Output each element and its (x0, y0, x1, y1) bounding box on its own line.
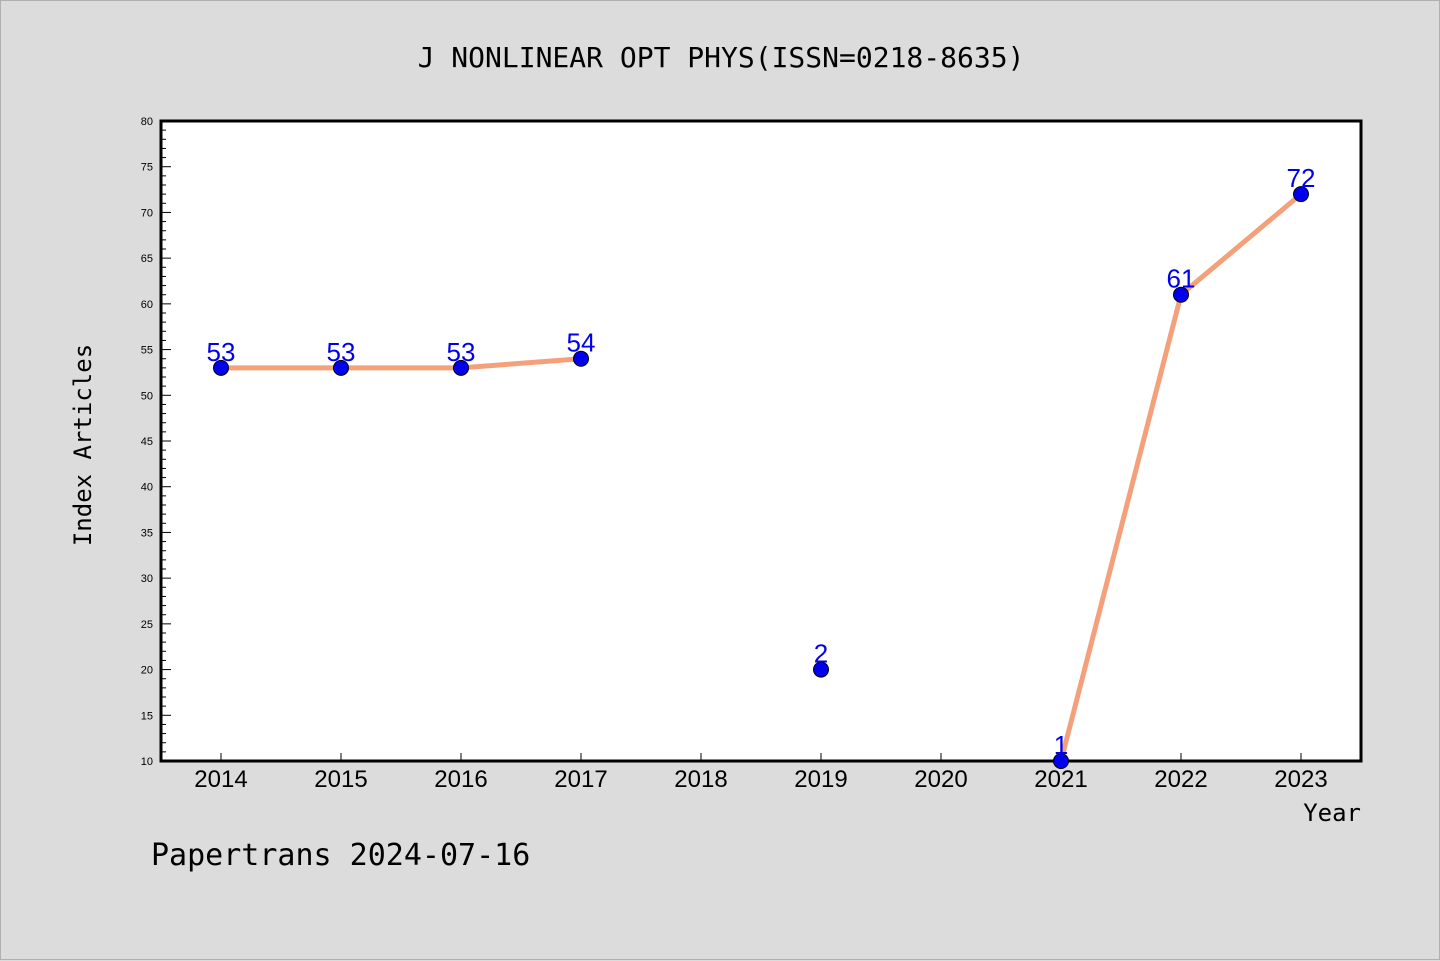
data-point-label: 1 (1054, 730, 1068, 760)
x-tick-label: 2018 (674, 766, 727, 793)
data-point-label: 53 (207, 337, 236, 367)
data-point-marker (1173, 286, 1189, 303)
data-point-label: 53 (327, 337, 356, 367)
data-point-marker (333, 359, 349, 376)
x-tick-label: 2021 (1034, 766, 1087, 793)
y-tick-label: 50 (141, 390, 153, 402)
data-point-marker (813, 661, 829, 678)
chart-title: J NONLINEAR OPT PHYS(ISSN=0218-8635) (418, 41, 1025, 74)
data-labels: 53 53 53 54 2 1 61 72 (207, 163, 1316, 760)
x-axis-label: Year (1303, 799, 1361, 827)
y-axis-ticks: 10 15 20 25 30 35 40 45 50 55 60 65 70 75 80 (141, 116, 171, 768)
footer-caption: Papertrans 2024-07-16 (151, 838, 530, 873)
y-tick-label: 75 (141, 162, 153, 174)
data-point-label: 54 (567, 328, 596, 358)
x-axis-ticks: 2014 2015 2016 2017 2018 2019 2020 2021 2022 2023 (194, 753, 1328, 793)
data-point-marker (1293, 186, 1309, 203)
x-tick-label: 2023 (1274, 766, 1327, 793)
x-tick-label: 2014 (194, 766, 247, 793)
y-tick-label: 80 (141, 116, 153, 128)
x-tick-label: 2016 (434, 766, 487, 793)
y-tick-label: 15 (141, 710, 153, 722)
data-point-label: 2 (814, 639, 828, 669)
y-tick-label: 55 (141, 345, 153, 357)
y-tick-label: 70 (141, 207, 153, 219)
y-tick-label: 10 (141, 756, 153, 768)
series-line-segment (1058, 292, 1184, 764)
series-line-segment (458, 356, 584, 371)
plot-area (159, 119, 1363, 763)
data-point-label: 61 (1167, 264, 1196, 294)
x-tick-label: 2019 (794, 766, 847, 793)
y-tick-label: 45 (141, 436, 153, 448)
x-tick-label: 2022 (1154, 766, 1207, 793)
data-point-marker (453, 359, 469, 376)
x-tick-label: 2015 (314, 766, 367, 793)
y-tick-label: 60 (141, 299, 153, 311)
y-tick-label: 20 (141, 665, 153, 677)
data-point-marker (1053, 753, 1069, 769)
series-lines (218, 191, 1304, 764)
data-markers (213, 186, 1309, 769)
series-line-segment (1178, 191, 1304, 298)
y-tick-label: 35 (141, 527, 153, 539)
x-tick-label: 2020 (914, 766, 967, 793)
y-tick-label: 30 (141, 573, 153, 585)
data-point-marker (213, 359, 229, 376)
data-point-label: 72 (1287, 163, 1316, 193)
y-tick-label: 65 (141, 253, 153, 265)
y-tick-label: 40 (141, 482, 153, 494)
data-point-marker (573, 350, 589, 367)
y-tick-label: 25 (141, 619, 153, 631)
y-axis-label: Index Articles (69, 344, 97, 546)
x-tick-label: 2017 (554, 766, 607, 793)
data-point-label: 53 (447, 337, 476, 367)
